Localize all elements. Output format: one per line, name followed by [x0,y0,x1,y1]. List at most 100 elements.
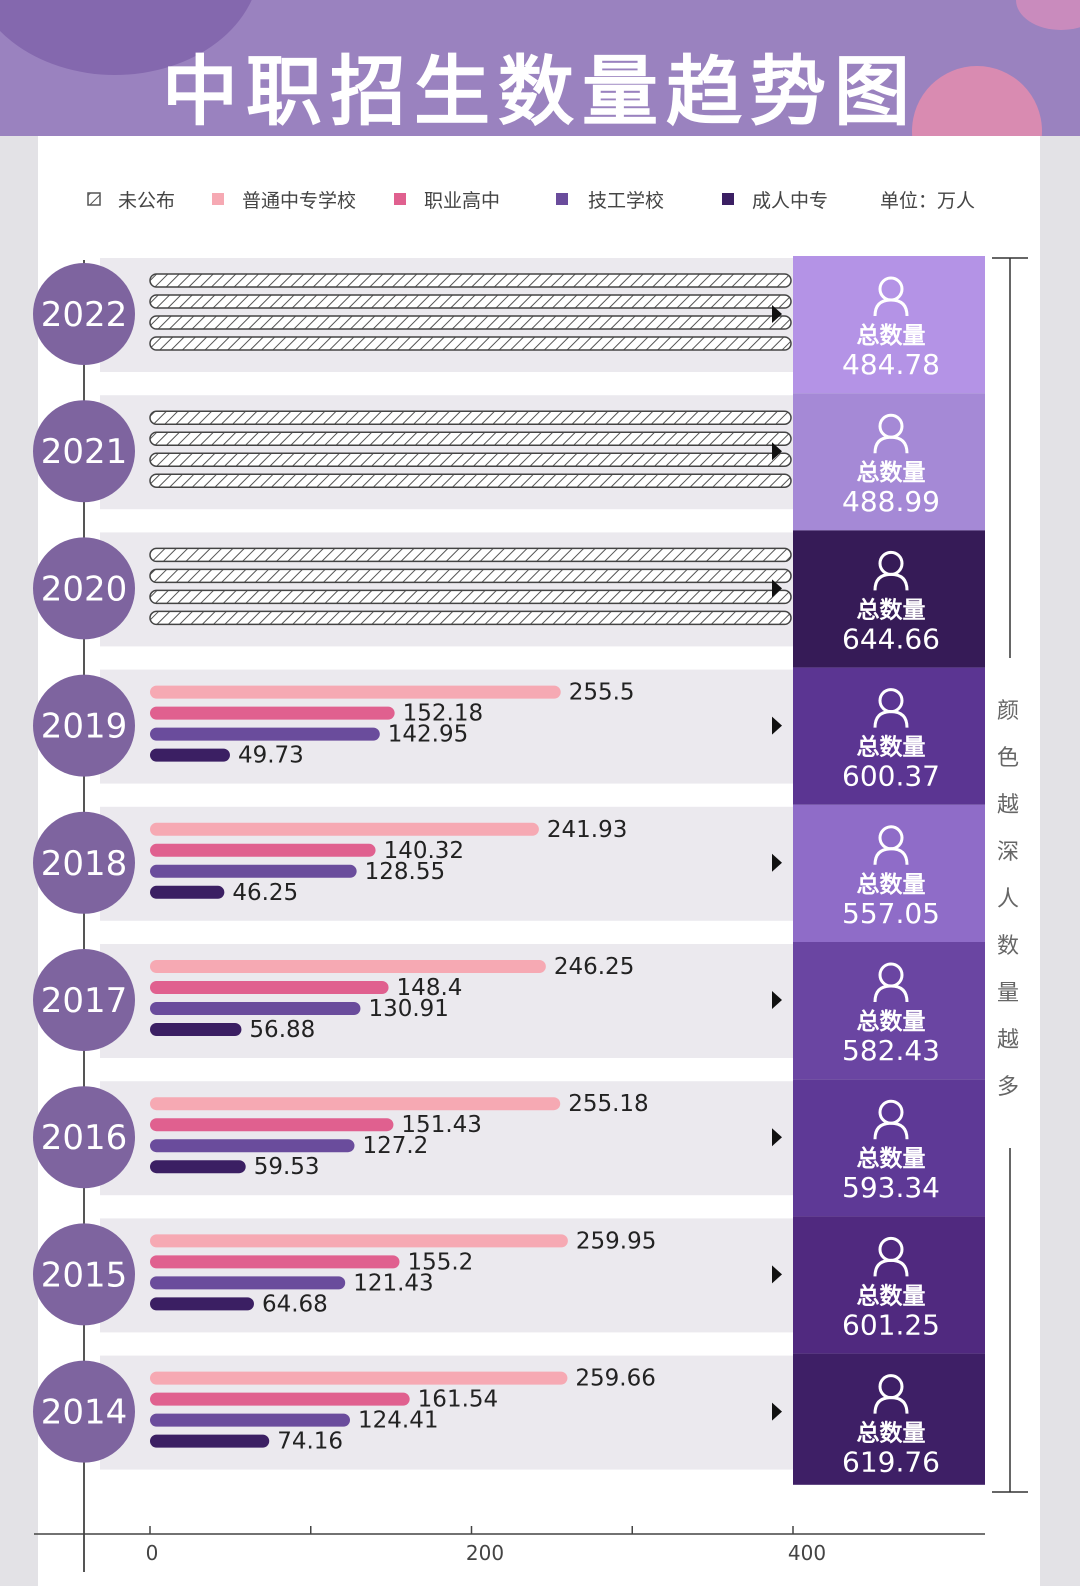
bar-value-label: 124.41 [358,1408,438,1434]
bar-value-label: 148.4 [397,975,463,1001]
legend-label-cr: 成人中专 [752,190,828,212]
year-label: 2021 [41,432,128,472]
bar-value-label: 255.18 [568,1091,648,1117]
year-label: 2017 [41,981,128,1021]
year-label: 2020 [41,569,128,609]
total-value: 619.76 [842,1446,940,1479]
legend-label-unpublished: 未公布 [118,190,175,212]
legend-swatch-jg [556,193,568,205]
arrow-icon [772,1265,782,1284]
unit-label: 单位：万人 [880,190,975,212]
arrow-icon [772,1402,782,1421]
bar-value-label: 130.91 [368,996,448,1022]
arrow-icon [772,305,782,323]
person-icon [873,276,909,317]
bar-jg [150,1413,350,1427]
bar-value-label: 246.25 [554,954,634,980]
x-tick-label: 200 [466,1541,504,1565]
bar-value-label: 259.95 [576,1228,656,1254]
total-label: 总数量 [857,1420,926,1447]
bar-value-label: 255.5 [569,680,635,706]
person-icon [873,413,909,454]
bar-unpublished [149,273,792,288]
year-circle [33,400,135,503]
side-note-char: 人 [996,887,1019,912]
legend-label-zg: 职业高中 [424,190,500,212]
total-label: 总数量 [857,734,926,761]
bar-unpublished [149,547,792,563]
total-value: 488.99 [842,485,940,518]
total-label: 总数量 [857,1282,926,1309]
bar-value-label: 74.16 [277,1429,343,1455]
bar-unpublished [149,336,792,351]
bar-value-label: 56.88 [249,1017,315,1043]
bar-jg [150,864,357,878]
bar-zg [150,1255,400,1269]
year-circle [33,674,135,777]
legend-swatch-unpublished [87,192,101,206]
year-circle [33,1360,135,1463]
total-value: 593.34 [842,1171,940,1204]
bar-value-label: 241.93 [547,817,627,843]
bar-unpublished [149,410,792,425]
year-circle [33,1223,135,1326]
total-value: 557.05 [842,897,940,930]
arrow-icon [772,853,782,872]
legend: 未公布 普通中专学校 职业高中 技工学校 成人中专 单位：万人 [87,190,975,212]
year-circle [33,811,135,914]
person-icon [873,688,909,728]
header-banner: 中职招生数量趋势图 [0,0,1080,136]
arrow-icon [772,1128,782,1147]
arrow-icon [772,579,782,598]
bar-jg [150,1002,361,1015]
bar-value-label: 155.2 [407,1249,473,1275]
side-note-char: 颜 [996,699,1019,724]
bar-pt [150,960,546,973]
bar-unpublished [149,568,792,584]
bar-pt [150,1234,568,1248]
legend-swatch-cr [722,193,734,205]
bar-cr [150,748,230,762]
bar-jg [150,1276,346,1290]
bar-value-label: 49.73 [238,743,304,769]
total-label: 总数量 [857,459,926,486]
bar-zg [150,1392,410,1406]
side-note-char: 越 [996,793,1019,818]
bar-jg [150,1139,355,1153]
x-axis: 0 200 400 [34,1526,985,1565]
x-tick-label: 400 [788,1541,826,1565]
total-value: 582.43 [842,1034,940,1067]
bar-pt [150,1371,568,1385]
total-label: 总数量 [857,871,926,898]
year-label: 2016 [41,1118,128,1158]
bar-unpublished [149,452,792,467]
bar-jg [150,727,380,741]
bar-pt [150,822,539,836]
bar-cr [150,1023,242,1036]
bar-value-label: 64.68 [262,1291,328,1317]
bar-value-label: 127.2 [362,1133,428,1159]
bar-zg [150,1118,394,1132]
bar-value-label: 59.53 [254,1154,320,1180]
side-note-char: 深 [996,840,1019,865]
legend-swatch-zg [394,193,406,205]
bar-unpublished [149,315,792,330]
bar-unpublished [149,610,792,626]
arrow-icon [772,716,782,735]
bar-unpublished [149,589,792,605]
person-icon [873,1236,909,1277]
bar-zg [150,981,389,994]
side-note-char: 色 [996,746,1019,771]
side-note-char: 数 [996,934,1019,959]
person-icon [873,962,909,1003]
page-title: 中职招生数量趋势图 [162,47,918,136]
bar-pt [150,685,561,699]
year-label: 2014 [41,1393,128,1433]
